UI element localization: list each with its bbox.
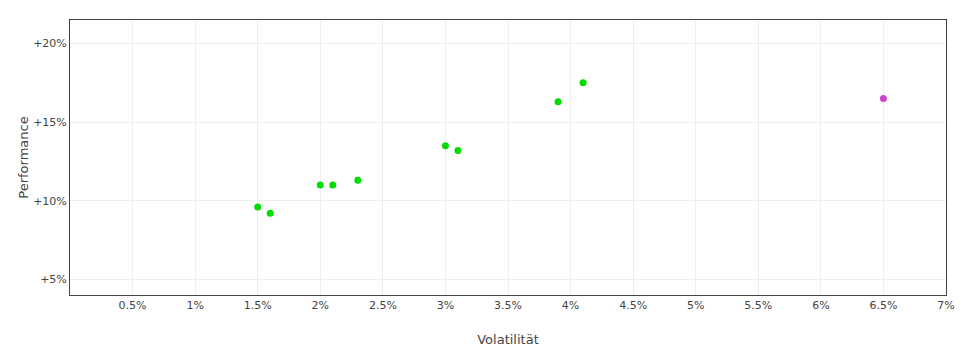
svg-text:3%: 3% <box>437 299 454 312</box>
svg-text:4%: 4% <box>562 299 579 312</box>
svg-text:5%: 5% <box>687 299 704 312</box>
svg-text:+5%: +5% <box>40 273 67 286</box>
svg-text:Volatilität: Volatilität <box>477 332 539 347</box>
svg-text:Performance: Performance <box>16 116 31 198</box>
svg-text:1.5%: 1.5% <box>244 299 272 312</box>
svg-text:2.5%: 2.5% <box>369 299 397 312</box>
svg-text:6%: 6% <box>812 299 829 312</box>
svg-text:4.5%: 4.5% <box>619 299 647 312</box>
svg-text:3.5%: 3.5% <box>494 299 522 312</box>
svg-text:6.5%: 6.5% <box>869 299 897 312</box>
svg-text:1%: 1% <box>186 299 203 312</box>
svg-text:+15%: +15% <box>33 116 67 129</box>
svg-text:2%: 2% <box>312 299 329 312</box>
svg-text:7%: 7% <box>937 299 954 312</box>
svg-text:0.5%: 0.5% <box>119 299 147 312</box>
svg-text:+20%: +20% <box>33 37 67 50</box>
svg-text:5.5%: 5.5% <box>744 299 772 312</box>
svg-text:+10%: +10% <box>33 195 67 208</box>
